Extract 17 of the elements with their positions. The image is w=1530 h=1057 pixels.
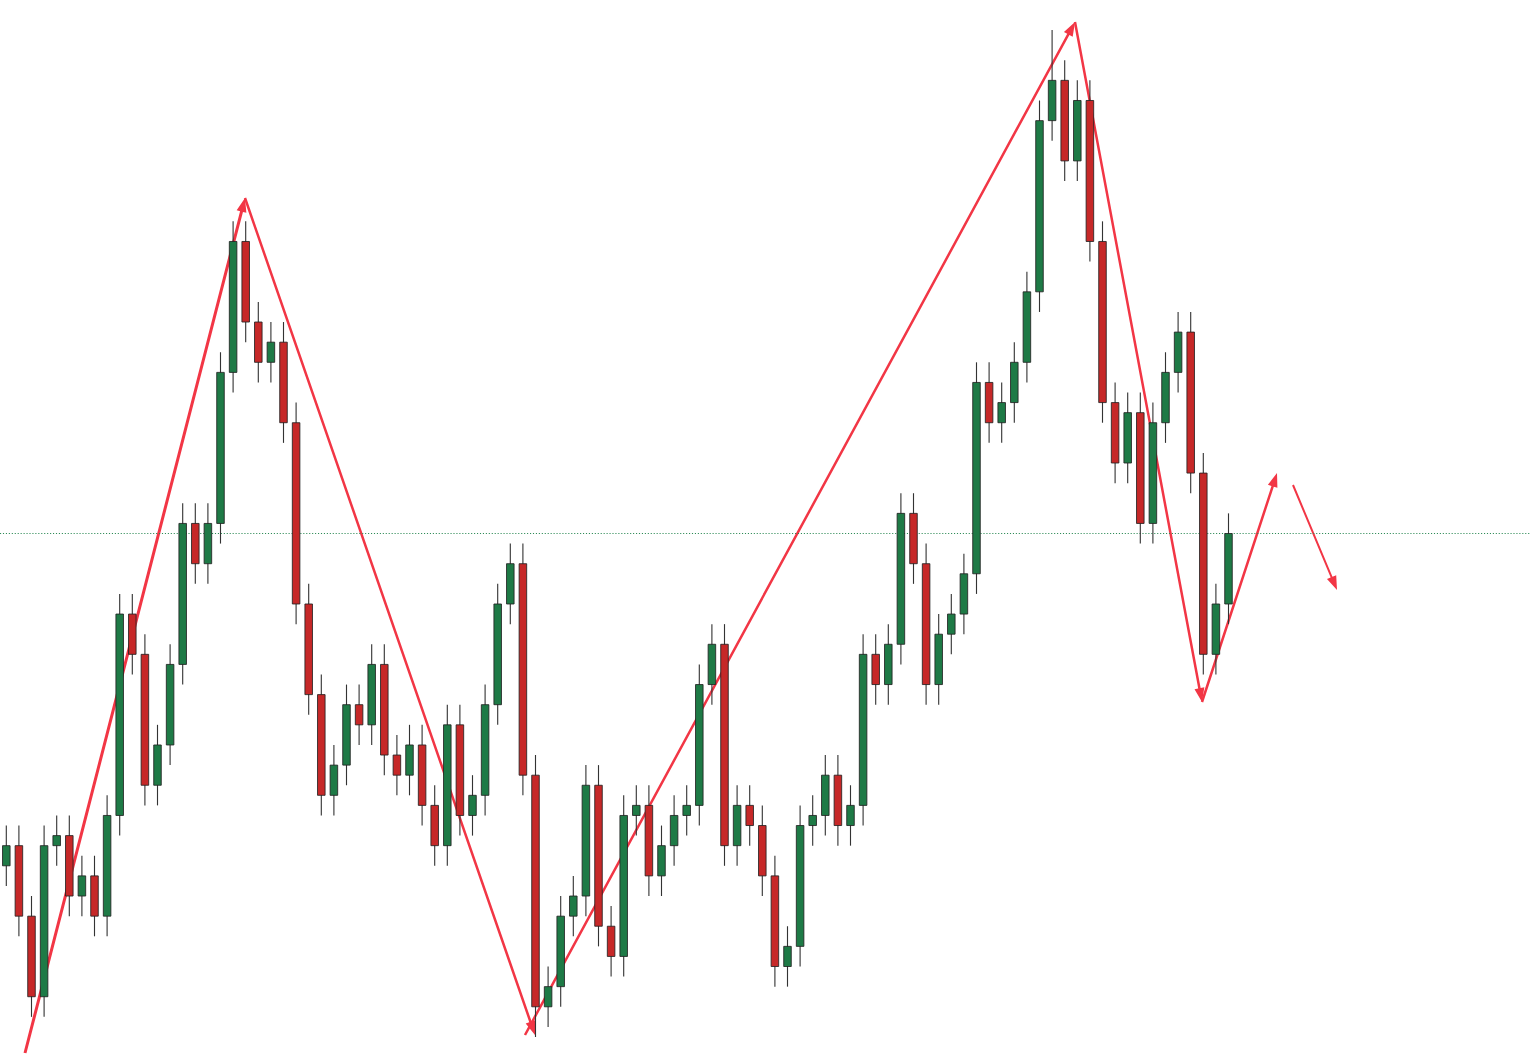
candlestick bbox=[52, 814, 61, 867]
candlestick bbox=[632, 784, 641, 837]
candlestick bbox=[468, 774, 477, 837]
candlestick bbox=[745, 784, 754, 847]
candlestick bbox=[543, 965, 553, 1028]
candlestick bbox=[266, 321, 276, 384]
candlestick bbox=[569, 875, 578, 937]
candlestick bbox=[354, 683, 364, 746]
candlestick bbox=[392, 734, 402, 796]
candlestick bbox=[77, 855, 87, 917]
candlestick bbox=[682, 784, 691, 837]
candlestick bbox=[808, 794, 817, 847]
candlestick bbox=[846, 784, 855, 847]
candlestick bbox=[2, 824, 11, 887]
candlestick bbox=[997, 381, 1006, 444]
candlestick bbox=[947, 593, 956, 655]
candlestick bbox=[783, 925, 792, 988]
